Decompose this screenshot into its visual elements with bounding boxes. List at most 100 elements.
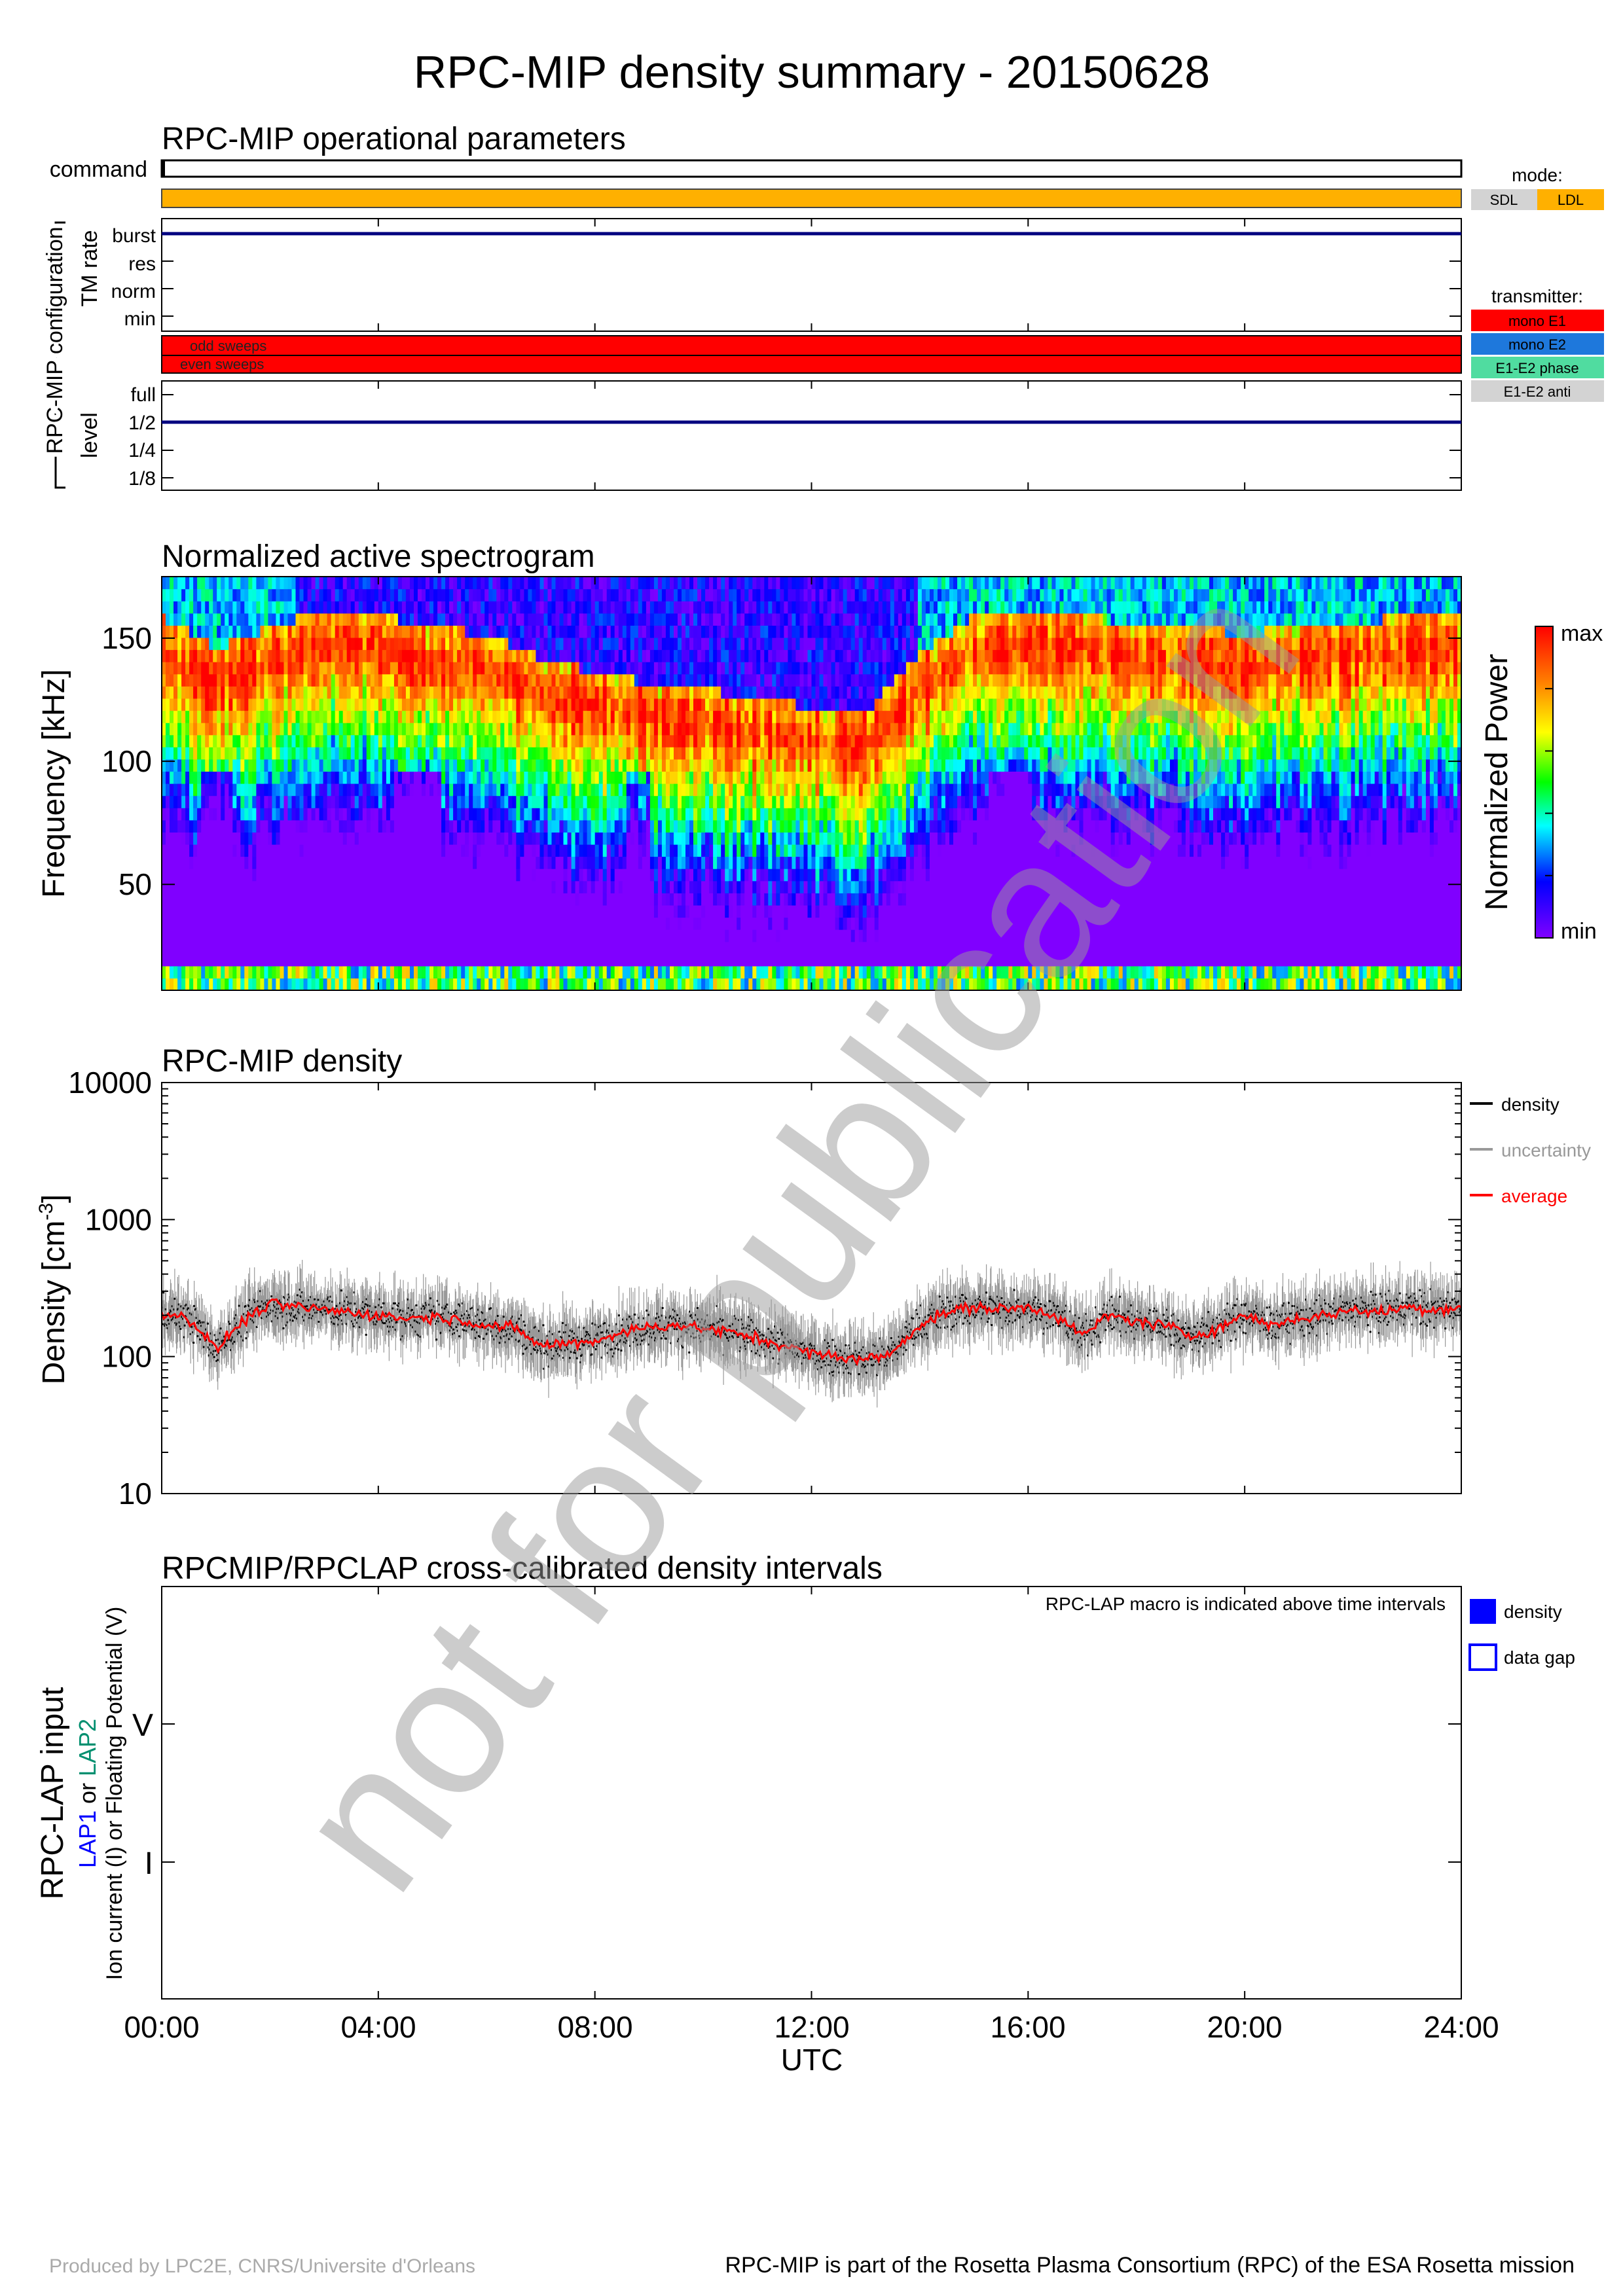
spectrogram-cell <box>508 747 513 760</box>
spectrogram-cell <box>682 965 686 978</box>
spectrogram-cell <box>264 917 268 930</box>
spectrogram-cell <box>240 637 245 651</box>
spectrogram-cell <box>496 759 501 772</box>
spectrogram-cell <box>567 978 572 990</box>
spectrogram-cell <box>618 625 623 638</box>
spectrogram-cell <box>323 759 328 772</box>
spectrogram-cell <box>606 929 611 942</box>
spectrogram-cell <box>177 710 182 723</box>
spectrogram-cell <box>280 601 285 614</box>
spectrogram-cell <box>583 917 588 930</box>
spectrogram-cell <box>610 625 615 638</box>
spectrogram-cell <box>563 649 568 662</box>
spectrogram-cell <box>291 649 297 662</box>
spectrogram-cell <box>528 978 532 990</box>
spectrogram-cell <box>563 832 568 845</box>
spectrogram-cell <box>193 808 198 821</box>
spectrogram-cell <box>583 844 588 857</box>
spectrogram-cell <box>276 577 280 590</box>
spectrogram-cell <box>256 613 261 626</box>
spectrogram-cell <box>591 625 596 638</box>
spectrogram-cell <box>496 819 501 833</box>
spectrogram-cell <box>717 954 721 967</box>
spectrogram-cell <box>189 880 194 893</box>
spectrogram-cell <box>276 601 280 614</box>
spectrogram-cell <box>378 856 383 869</box>
spectrogram-cell <box>587 978 592 990</box>
spectrogram-cell <box>649 819 655 833</box>
spectrogram-cell <box>240 917 245 930</box>
spectrogram-cell <box>563 686 568 699</box>
spectrogram-cell <box>338 771 344 784</box>
spectrogram-cell <box>520 723 524 736</box>
spectrogram-cell <box>539 734 545 747</box>
spectrogram-cell <box>508 856 513 869</box>
spectrogram-cell <box>634 844 639 857</box>
spectrogram-cell <box>674 625 678 638</box>
spectrogram-cell <box>201 954 206 967</box>
spectrogram-cell <box>674 880 678 893</box>
spectrogram-cell <box>484 905 489 918</box>
spectrogram-cell <box>181 844 186 857</box>
spectrogram-cell <box>331 808 336 821</box>
spectrogram-cell <box>193 954 198 967</box>
spectrogram-cell <box>626 808 631 821</box>
spectrogram-cell <box>567 734 572 747</box>
spectrogram-cell <box>291 893 297 906</box>
spectrogram-cell <box>587 819 592 833</box>
spectrogram-cell <box>642 954 647 967</box>
spectrogram-cell <box>401 808 407 821</box>
spectrogram-cell <box>634 649 639 662</box>
spectrogram-cell <box>366 795 371 808</box>
spectrogram-cell <box>433 734 438 747</box>
spectrogram-cell <box>433 978 438 990</box>
spectrogram-cell <box>571 893 576 906</box>
spectrogram-cell <box>622 905 627 918</box>
spectrogram-cell <box>374 978 379 990</box>
spectrogram-cell <box>236 662 241 675</box>
spectrogram-cell <box>426 978 430 990</box>
spectrogram-cell <box>311 965 316 978</box>
spectrogram-cell <box>338 601 344 614</box>
spectrogram-cell <box>248 649 253 662</box>
spectrogram-cell <box>213 917 217 930</box>
spectrogram-cell <box>217 929 221 942</box>
spectrogram-cell <box>272 759 276 772</box>
spectrogram-cell <box>437 844 442 857</box>
spectrogram-cell <box>299 905 304 918</box>
spectrogram-cell <box>453 783 458 797</box>
spectrogram-cell <box>701 601 706 614</box>
spectrogram-cell <box>532 832 536 845</box>
spectrogram-cell <box>461 893 465 906</box>
spectrogram-cell <box>437 795 442 808</box>
spectrogram-cell <box>205 941 210 954</box>
spectrogram-cell <box>697 978 702 990</box>
spectrogram-cell <box>252 954 257 967</box>
spectrogram-cell <box>689 771 694 784</box>
spectrogram-cell <box>405 941 410 954</box>
spectrogram-cell <box>591 941 596 954</box>
spectrogram-cell <box>555 601 560 614</box>
spectrogram-cell <box>473 771 477 784</box>
spectrogram-cell <box>217 637 221 651</box>
spectrogram-cell <box>397 819 403 833</box>
spectrogram-cell <box>382 856 387 869</box>
spectrogram-cell <box>649 625 655 638</box>
spectrogram-cell <box>500 673 505 687</box>
spectrogram-cell <box>307 929 312 942</box>
spectrogram-cell <box>536 613 540 626</box>
spectrogram-cell <box>532 613 536 626</box>
spectrogram-cell <box>390 808 395 821</box>
spectrogram-cell <box>315 698 320 711</box>
spectrogram-cell <box>689 941 694 954</box>
spectrogram-cell <box>729 905 733 918</box>
spectrogram-cell <box>701 808 706 821</box>
spectrogram-cell <box>642 637 647 651</box>
spectrogram-cell <box>657 662 663 675</box>
spectrogram-cell <box>539 747 545 760</box>
spectrogram-cell <box>209 577 213 590</box>
spectrogram-cell <box>674 710 678 723</box>
spectrogram-cell <box>173 929 178 942</box>
spectrogram-cell <box>185 613 190 626</box>
spectrogram-cell <box>252 649 257 662</box>
